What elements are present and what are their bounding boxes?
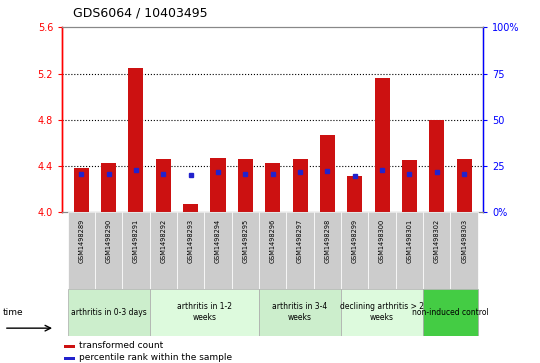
Bar xyxy=(259,212,286,289)
Bar xyxy=(259,289,341,336)
Bar xyxy=(450,212,478,289)
Text: GSM1498303: GSM1498303 xyxy=(461,219,467,262)
Bar xyxy=(68,289,150,336)
Text: GSM1498293: GSM1498293 xyxy=(187,219,194,262)
Text: GSM1498296: GSM1498296 xyxy=(269,219,276,263)
Bar xyxy=(122,212,150,289)
Bar xyxy=(211,158,226,212)
Text: transformed count: transformed count xyxy=(79,341,163,350)
Bar xyxy=(320,135,335,212)
Bar xyxy=(423,289,478,336)
Bar xyxy=(375,78,390,212)
Bar xyxy=(396,212,423,289)
Bar xyxy=(129,68,144,212)
Bar xyxy=(204,212,232,289)
Text: time: time xyxy=(3,308,23,317)
Bar xyxy=(150,289,259,336)
Bar xyxy=(150,212,177,289)
Bar xyxy=(68,212,95,289)
Text: percentile rank within the sample: percentile rank within the sample xyxy=(79,353,232,362)
Bar xyxy=(314,212,341,289)
Bar xyxy=(341,212,368,289)
Text: GSM1498289: GSM1498289 xyxy=(78,219,84,263)
Text: GSM1498291: GSM1498291 xyxy=(133,219,139,262)
Text: arthritis in 3-4
weeks: arthritis in 3-4 weeks xyxy=(272,302,328,322)
Text: GSM1498290: GSM1498290 xyxy=(106,219,112,263)
Bar xyxy=(177,212,204,289)
Bar xyxy=(368,212,396,289)
Text: GSM1498300: GSM1498300 xyxy=(379,219,385,263)
Text: non-induced control: non-induced control xyxy=(412,308,489,317)
Bar xyxy=(423,212,450,289)
Text: GDS6064 / 10403495: GDS6064 / 10403495 xyxy=(73,7,207,20)
Text: GSM1498302: GSM1498302 xyxy=(434,219,440,263)
Bar xyxy=(95,212,122,289)
Bar xyxy=(457,159,471,212)
Text: GSM1498298: GSM1498298 xyxy=(325,219,330,263)
Bar xyxy=(429,120,444,212)
Text: GSM1498294: GSM1498294 xyxy=(215,219,221,263)
Bar xyxy=(64,356,75,360)
Bar xyxy=(347,176,362,212)
Bar xyxy=(286,212,314,289)
Text: GSM1498299: GSM1498299 xyxy=(352,219,358,262)
Bar xyxy=(183,204,198,212)
Bar xyxy=(101,163,116,212)
Text: GSM1498295: GSM1498295 xyxy=(242,219,248,263)
Text: declining arthritis > 2
weeks: declining arthritis > 2 weeks xyxy=(340,302,424,322)
Text: GSM1498292: GSM1498292 xyxy=(160,219,166,263)
Text: GSM1498297: GSM1498297 xyxy=(297,219,303,263)
Bar xyxy=(341,289,423,336)
Bar xyxy=(232,212,259,289)
Bar xyxy=(293,159,308,212)
Bar xyxy=(265,163,280,212)
Bar xyxy=(74,168,89,212)
Bar xyxy=(156,159,171,212)
Bar xyxy=(402,160,417,212)
Bar xyxy=(238,159,253,212)
Bar xyxy=(64,345,75,348)
Text: GSM1498301: GSM1498301 xyxy=(407,219,413,262)
Text: arthritis in 1-2
weeks: arthritis in 1-2 weeks xyxy=(177,302,232,322)
Text: arthritis in 0-3 days: arthritis in 0-3 days xyxy=(71,308,146,317)
